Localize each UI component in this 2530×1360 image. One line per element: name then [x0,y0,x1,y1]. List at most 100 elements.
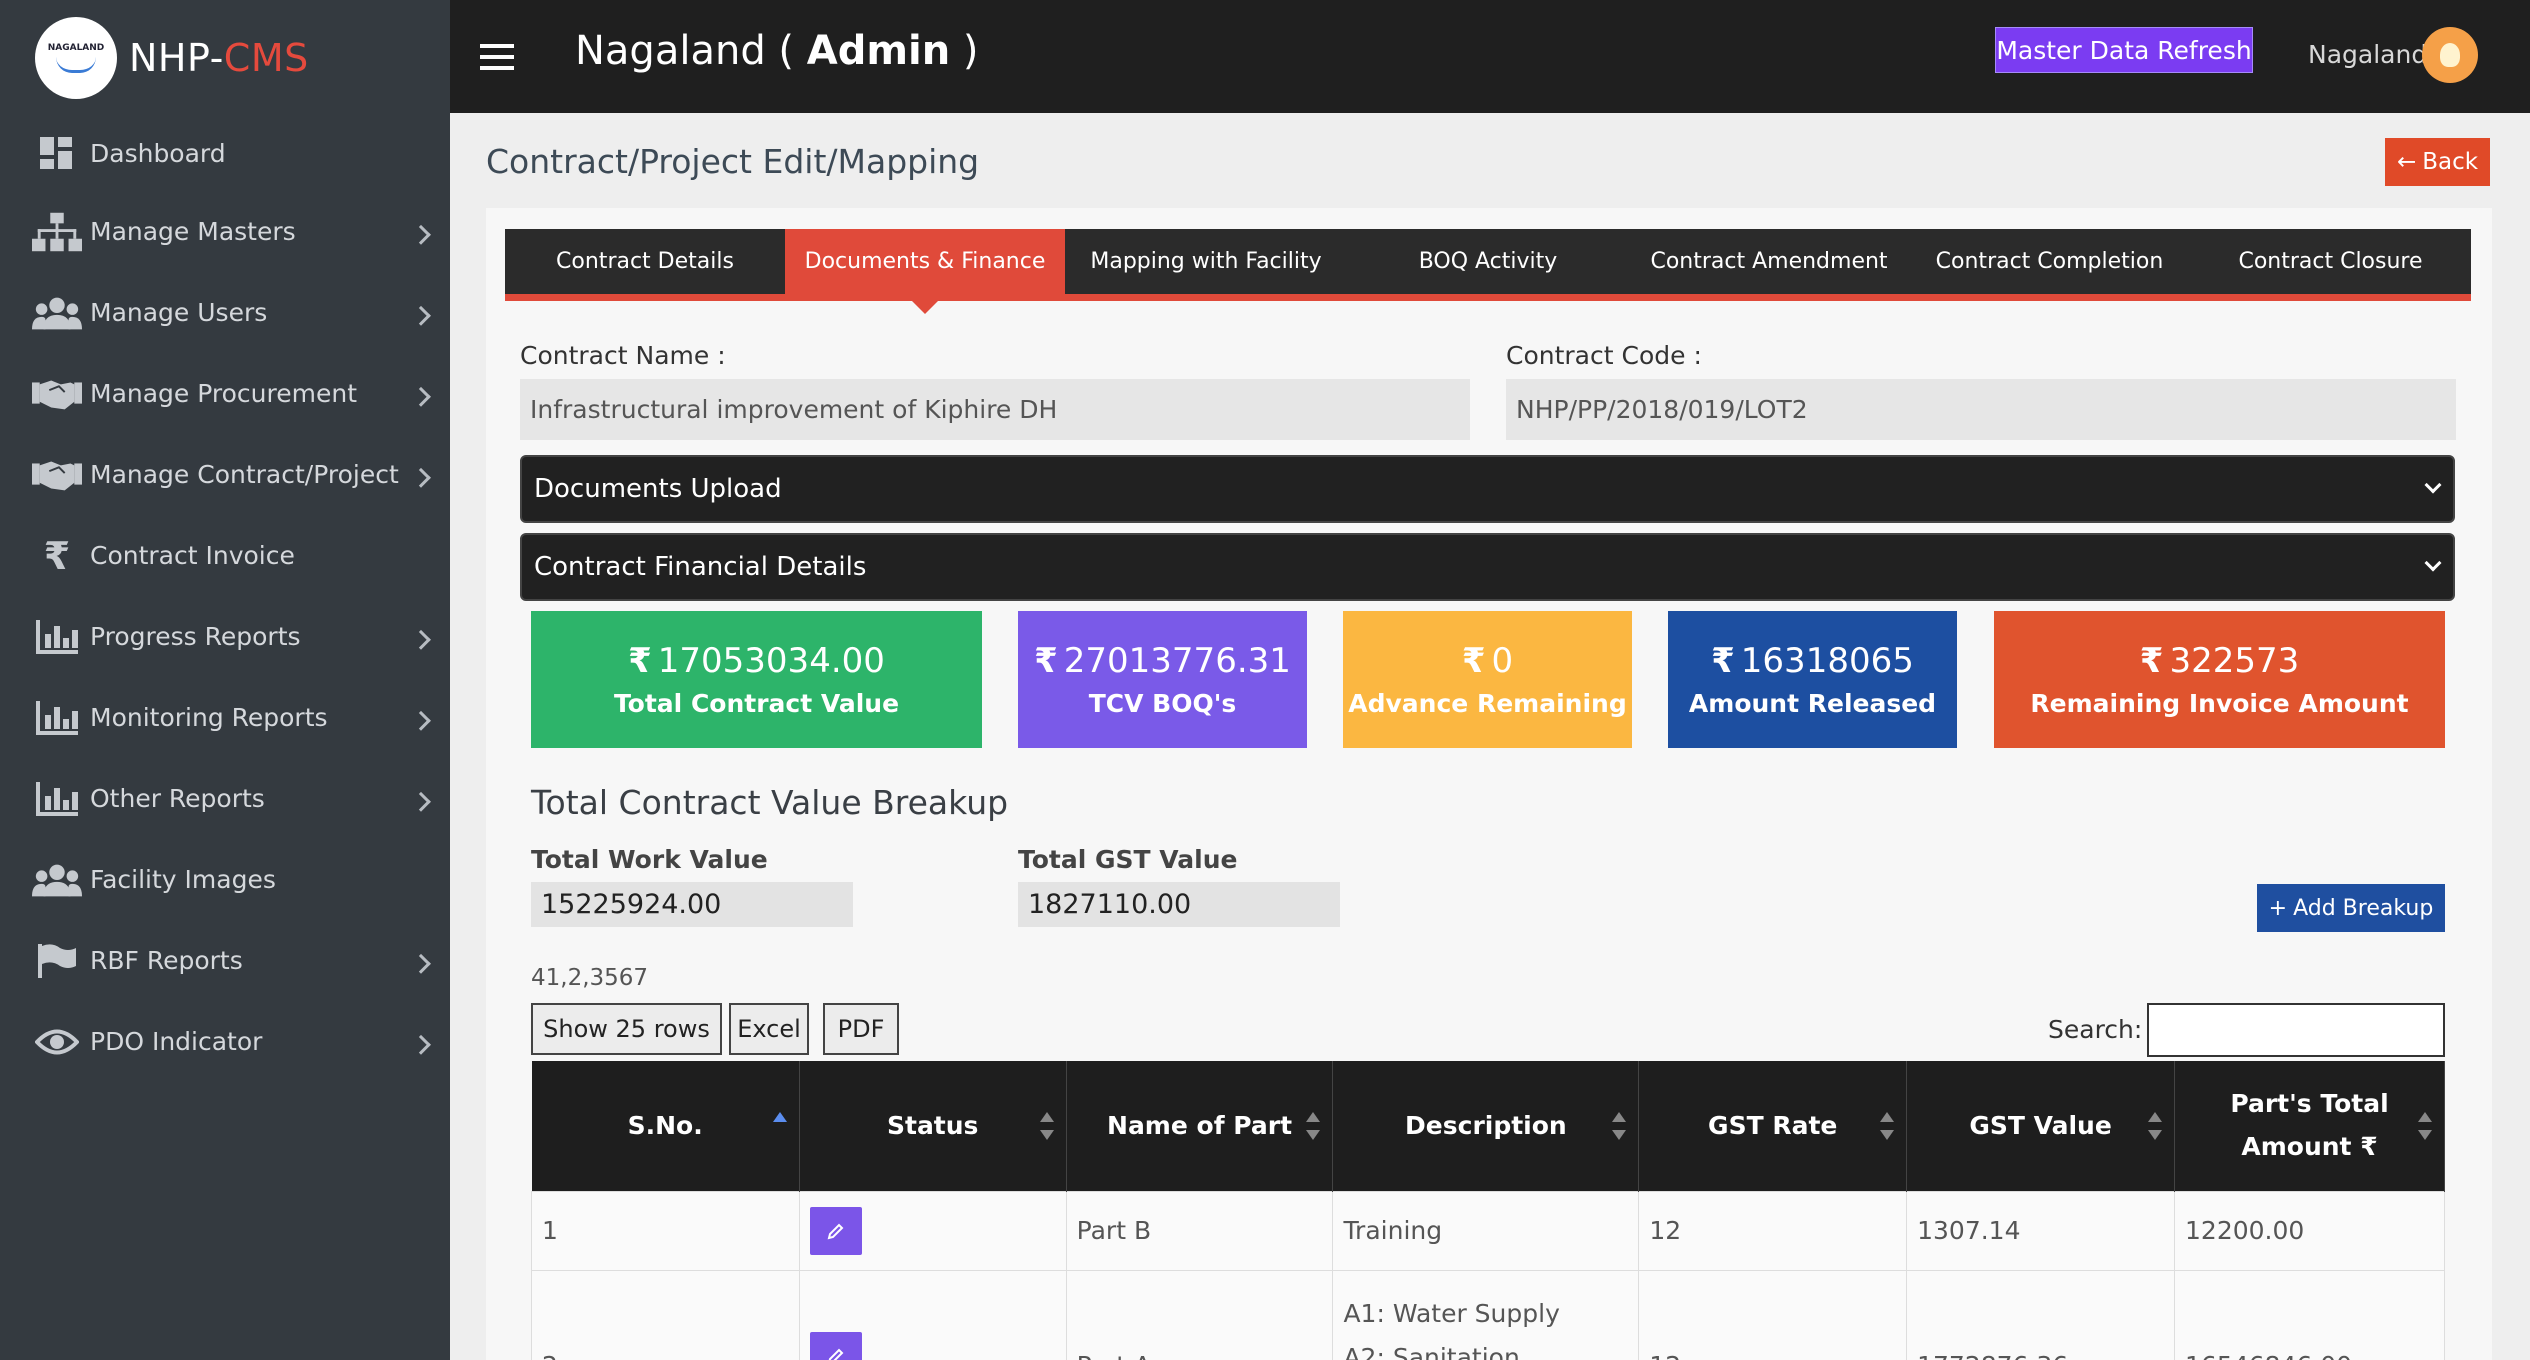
bar-chart-icon [32,698,82,738]
column-header-description[interactable]: Description [1332,1061,1640,1191]
cell-part: Part B [1065,1190,1334,1271]
edit-button[interactable] [809,1206,862,1255]
sidebar-item-label: Manage Users [90,298,268,327]
page-header-title: Nagaland ( Admin ) [575,28,979,74]
column-header-status[interactable]: Status [799,1061,1067,1191]
sitemap-icon [32,212,82,252]
column-header-parts-total[interactable]: Part's Total Amount ₹ [2174,1061,2445,1191]
chevron-right-icon [411,710,431,731]
show-rows-button[interactable]: Show 25 rows [531,1003,722,1055]
info-text: 41,2,3567 [531,965,649,991]
hamburger-menu-icon[interactable] [480,44,514,70]
master-data-refresh-button[interactable]: Master Data Refresh [1995,27,2253,73]
tab-contract-amendment[interactable]: Contract Amendment [1650,249,1888,274]
bar-chart-icon [32,779,82,819]
lightbulb-icon [2440,43,2460,67]
logo-text: NAGALAND [47,42,105,53]
column-header-gst-rate[interactable]: GST Rate [1638,1061,1908,1191]
cell-sno: 2 [531,1269,800,1360]
total-gst-value-label: Total GST Value [1018,845,1238,874]
pencil-icon [828,1348,844,1360]
excel-export-button[interactable]: Excel [729,1003,809,1055]
stat-remaining-invoice: ₹322573 Remaining Invoice Amount [1994,611,2445,748]
cell-gst-value: 1772876.36 [1906,1269,2176,1360]
sidebar-item-label: RBF Reports [90,946,243,975]
cell-gst-value: 1307.14 [1906,1190,2176,1271]
cell-gst-rate: 12 [1638,1190,1908,1271]
cell-total: 12200.00 [2174,1190,2445,1271]
total-work-value-field[interactable]: 15225924.00 [531,882,853,927]
total-gst-value-field[interactable]: 1827110.00 [1018,882,1340,927]
stat-tcv-boq: ₹27013776.31 TCV BOQ's [1018,611,1307,748]
sidebar-item-manage-users[interactable]: Manage Users [0,272,450,353]
stat-total-contract-value: ₹17053034.00 Total Contract Value [531,611,982,748]
sidebar-item-manage-masters[interactable]: Manage Masters [0,191,450,272]
sidebar-item-dashboard[interactable]: Dashboard [0,115,450,191]
sidebar-item-label: Other Reports [90,784,265,813]
sidebar-item-rbf-reports[interactable]: RBF Reports [0,920,450,1001]
search-input[interactable] [2147,1003,2445,1057]
edit-button[interactable] [809,1331,862,1360]
cell-sno: 1 [531,1190,800,1271]
dashboard-icon [32,133,82,173]
top-navbar: Nagaland ( Admin ) Master Data Refresh N… [450,0,2530,113]
sort-icon [1880,1111,1895,1140]
rupee-icon: ₹ [1711,641,1735,681]
handshake-icon [32,455,82,495]
sidebar-item-progress-reports[interactable]: Progress Reports [0,596,450,677]
cell-total: 16546846.00 [2174,1269,2445,1360]
sidebar-item-pdo-indicator[interactable]: PDO Indicator [0,1001,450,1082]
sidebar-item-other-reports[interactable]: Other Reports [0,758,450,839]
cell-part: Part A [1065,1269,1334,1360]
add-breakup-button[interactable]: + Add Breakup [2257,884,2445,932]
contract-name-field[interactable]: Infrastructural improvement of Kiphire D… [520,379,1470,440]
brand[interactable]: NAGALAND NHP-CMS [0,0,450,115]
documents-upload-accordion[interactable]: Documents Upload [520,455,2455,523]
tab-contract-closure[interactable]: Contract Closure [2238,249,2423,274]
tab-documents-finance[interactable]: Documents & Finance [785,229,1065,294]
sort-icon [1039,1111,1054,1140]
sort-icon [1306,1111,1321,1140]
rupee-icon: ₹ [628,641,652,681]
financial-details-accordion[interactable]: Contract Financial Details [520,533,2455,601]
breakup-table: S.No. Status Name of Part Description GS… [531,1061,2445,1360]
sidebar-item-label: Manage Procurement [90,379,357,408]
sort-icon [2418,1111,2432,1140]
avatar[interactable] [2422,27,2478,83]
total-work-value-label: Total Work Value [531,845,768,874]
pdf-export-button[interactable]: PDF [823,1003,899,1055]
sidebar-item-manage-procurement[interactable]: Manage Procurement [0,353,450,434]
tab-contract-details[interactable]: Contract Details [556,249,734,274]
back-button[interactable]: ← Back [2385,138,2490,186]
cell-description: A1: Water Supply A2: Sanitation [1332,1269,1640,1360]
sidebar-item-label: PDO Indicator [90,1027,263,1056]
sidebar-item-monitoring-reports[interactable]: Monitoring Reports [0,677,450,758]
sidebar-item-label: Progress Reports [90,622,301,651]
plus-icon: + [2268,895,2288,921]
breakup-heading: Total Contract Value Breakup [531,783,1009,822]
chevron-right-icon [411,629,431,650]
user-name[interactable]: Nagaland [2308,40,2428,69]
pencil-icon [827,1223,844,1239]
column-header-sno[interactable]: S.No. [531,1061,800,1191]
tab-boq-activity[interactable]: BOQ Activity [1418,249,1558,274]
contract-code-field[interactable]: NHP/PP/2018/019/LOT2 [1506,379,2456,440]
tab-mapping-facility[interactable]: Mapping with Facility [1090,249,1322,274]
column-header-gst-value[interactable]: GST Value [1906,1061,2176,1191]
sidebar-item-contract-invoice[interactable]: ₹ Contract Invoice [0,515,450,596]
stat-advance-remaining: ₹0 Advance Remaining [1343,611,1632,748]
table-row: 2 Part A A1: Water Supply A2: Sanitation… [531,1269,2445,1360]
sidebar-item-manage-contract[interactable]: Manage Contract/Project [0,434,450,515]
chevron-right-icon [411,1034,431,1055]
sidebar: NAGALAND NHP-CMS Dashboard Manage Master… [0,0,450,1360]
bar-chart-icon [32,617,82,657]
sidebar-item-label: Manage Contract/Project [90,460,399,489]
contract-code-label: Contract Code : [1506,341,1702,370]
sidebar-item-facility-images[interactable]: Facility Images [0,839,450,920]
tab-contract-completion[interactable]: Contract Completion [1935,249,2164,274]
chevron-right-icon [411,791,431,812]
users-icon [32,860,82,900]
chevron-right-icon [411,467,431,488]
column-header-name-of-part[interactable]: Name of Part [1066,1061,1334,1191]
chevron-down-icon [2424,476,2442,494]
